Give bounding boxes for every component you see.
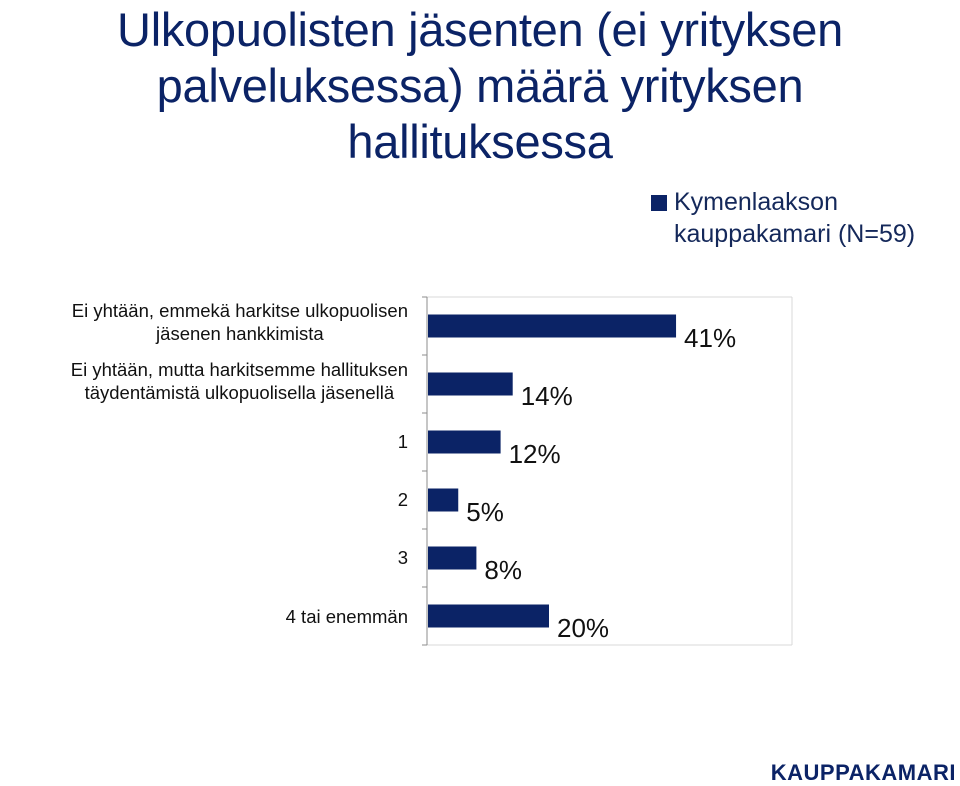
category-label-line: 2 bbox=[397, 489, 408, 510]
category-label-line: täydentämistä ulkopuolisella jäsenellä bbox=[84, 382, 395, 403]
data-label-2: 14% bbox=[521, 381, 573, 411]
data-label-3: 12% bbox=[509, 439, 561, 469]
data-label-1: 41% bbox=[684, 323, 736, 353]
category-label-2: 2 bbox=[398, 488, 408, 511]
chart-legend: Kymenlaakson kauppakamari (N=59) bbox=[651, 186, 915, 250]
data-label-5: 8% bbox=[484, 555, 522, 585]
category-label-line: 1 bbox=[397, 431, 408, 452]
bar-5 bbox=[428, 546, 477, 570]
category-label-ei-yhtaan-emmeka: Ei yhtään, emmekä harkitse ulkopuolisen … bbox=[72, 299, 408, 345]
category-label-line: Ei yhtään, emmekä harkitse ulkopuolisen bbox=[71, 300, 408, 321]
legend-label-line-1: Kymenlaakson bbox=[674, 188, 838, 216]
data-label-6: 20% bbox=[557, 613, 609, 643]
bar-3 bbox=[428, 430, 501, 454]
category-label-3: 3 bbox=[398, 546, 408, 569]
category-label-1: 1 bbox=[398, 430, 408, 453]
category-label-line: 4 tai enemmän bbox=[285, 606, 408, 627]
chart-title-line-2: palveluksessa) määrä yrityksen bbox=[156, 59, 804, 112]
bar-2 bbox=[428, 372, 513, 396]
legend-swatch bbox=[651, 195, 667, 211]
category-label-4-tai-enemman: 4 tai enemmän bbox=[286, 605, 408, 628]
chart-title-line-1: Ulkopuolisten jäsenten (ei yrityksen bbox=[117, 3, 843, 56]
kauppakamari-logo: KAUPPAKAMARI bbox=[770, 760, 956, 785]
bar-4 bbox=[428, 488, 459, 512]
chart-title-line-3: hallituksessa bbox=[347, 115, 613, 168]
category-label-ei-yhtaan-mutta: Ei yhtään, mutta harkitsemme hallituksen… bbox=[71, 358, 408, 404]
category-label-line: jäsenen hankkimista bbox=[156, 323, 324, 344]
category-label-line: Ei yhtään, mutta harkitsemme hallituksen bbox=[70, 359, 408, 380]
chart-title: Ulkopuolisten jäsenten (ei yrityksen pal… bbox=[0, 2, 960, 170]
data-label-4: 5% bbox=[466, 497, 504, 527]
category-label-line: 3 bbox=[397, 547, 408, 568]
bar-1 bbox=[428, 314, 677, 338]
legend-label-line-2: kauppakamari (N=59) bbox=[674, 220, 916, 248]
bar-6 bbox=[428, 604, 549, 628]
legend-label: Kymenlaakson kauppakamari (N=59) bbox=[674, 186, 915, 250]
